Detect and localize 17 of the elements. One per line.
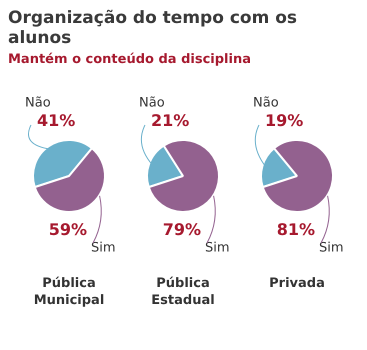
- slice-label: Sim: [319, 240, 344, 256]
- data-label: 19%: [265, 111, 304, 130]
- data-label: 81%: [276, 220, 315, 240]
- text: Privada: [268, 275, 326, 292]
- data-label: 41%: [37, 111, 76, 130]
- data-label: 21%: [151, 111, 190, 130]
- slice-label: Não: [139, 95, 165, 110]
- text: Pública Estadual: [150, 275, 216, 309]
- slice-label: Não: [25, 95, 51, 110]
- data-label: 79%: [162, 220, 201, 240]
- text: Organização do tempo com os alunos: [8, 8, 298, 48]
- text: Pública Municipal: [32, 275, 106, 309]
- slice-label: Sim: [91, 240, 116, 256]
- slice-label: Sim: [205, 240, 230, 256]
- data-label: 59%: [48, 220, 87, 240]
- chart-subtitle: Mantém o conteúdo da disciplina: [8, 52, 252, 67]
- slice-label: Não: [253, 95, 279, 110]
